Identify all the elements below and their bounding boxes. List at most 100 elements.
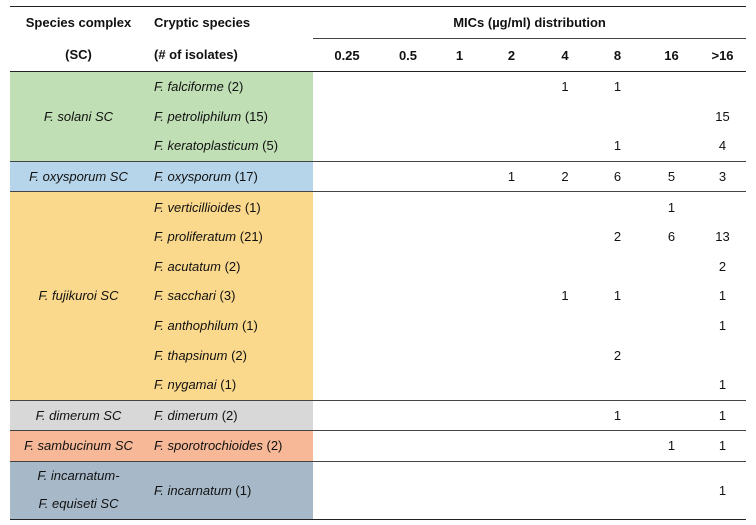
mic-value-cell — [313, 430, 381, 462]
cryptic-species-cell: F. anthophilum (1) — [147, 310, 313, 341]
mic-value-cell — [313, 311, 381, 341]
mic-value-cell — [381, 222, 435, 252]
mic-value-cell — [644, 252, 699, 282]
mic-value-cell — [381, 370, 435, 400]
mic-value-cell: 15 — [715, 108, 730, 124]
mic-value-cell — [644, 311, 699, 341]
mic-value-cell — [484, 102, 539, 132]
mic-value-cell — [591, 311, 644, 341]
mic-column-header: 16 — [664, 47, 679, 63]
cryptic-species-cell: F. nygamai (1) — [147, 369, 313, 401]
cryptic-species-cell: F. proliferatum (21) — [147, 221, 313, 252]
mic-value-cell: 2 — [613, 229, 622, 245]
species-name: F. dimerum — [154, 407, 219, 423]
mic-value-cell — [381, 311, 435, 341]
mic-value-cell: 6 — [591, 160, 644, 192]
mic-value-cell — [435, 70, 484, 102]
isolate-count: (21) — [239, 229, 263, 245]
mic-value-cell — [381, 70, 435, 102]
mic-value-cell — [313, 222, 381, 252]
isolate-count: (2) — [266, 438, 283, 454]
mic-value-cell — [539, 131, 591, 161]
mic-value-cell: 1 — [699, 399, 747, 431]
mic-value-cell — [435, 430, 484, 462]
mic-value-cell — [539, 222, 591, 252]
isolate-count: (1) — [220, 377, 237, 393]
mic-value-cell: 1 — [718, 288, 727, 304]
species-complex-line: F. incarnatum- — [37, 468, 120, 484]
mic-value-cell: 1 — [718, 377, 727, 393]
mic-value-cell — [539, 430, 591, 462]
species-name: F. verticillioides — [154, 199, 242, 215]
mic-table: Species complex Cryptic species MICs (µg… — [10, 6, 747, 520]
mic-value-cell — [313, 340, 381, 370]
mic-value-cell — [484, 222, 539, 252]
table-row: F. petroliphilum (15) 15 — [10, 101, 746, 132]
mic-value-cell: 1 — [644, 430, 699, 462]
mic-value-cell: 1 — [591, 399, 644, 431]
mic-value-cell — [699, 191, 747, 222]
table-row: F. dimerum SC F. dimerum (2) 1 1 — [10, 399, 747, 431]
species-name: F. keratoplasticum — [154, 138, 259, 154]
cryptic-species-cell: F. petroliphilum (15) — [147, 101, 313, 132]
table-row: F. acutatum (2) 2 — [10, 251, 746, 282]
species-complex-label: F. solani SC — [43, 108, 114, 124]
species-name: F. acutatum — [154, 258, 221, 274]
mic-value-cell — [313, 281, 381, 311]
mic-value-cell — [435, 102, 484, 132]
species-complex-cell: F. sambucinum SC — [10, 430, 147, 462]
mic-value-cell: 1 — [561, 288, 569, 304]
isolate-count: (1) — [244, 199, 261, 215]
mic-column-header: 0.5 — [398, 47, 418, 63]
mic-value-cell — [435, 370, 484, 400]
mic-value-cell — [539, 102, 591, 132]
header-species-complex: Species complex — [10, 6, 147, 39]
mic-value-cell — [313, 102, 381, 132]
species-complex-label: F. sambucinum SC — [24, 438, 133, 454]
mic-value-cell — [313, 460, 381, 520]
mic-value-cell — [644, 399, 699, 431]
mic-value-cell: 3 — [699, 160, 747, 192]
table-row: F. sacchari (3) 1 1 1 — [10, 281, 746, 311]
table-body: F. solani SC F. falciforme (2) 1 1 F. petrol… — [10, 70, 747, 520]
mic-value-cell: 4 — [718, 138, 727, 154]
species-complex-label: F. fujikuroi SC — [38, 288, 119, 304]
mic-value-cell — [644, 70, 699, 102]
cryptic-species-cell: F. verticillioides (1) — [147, 191, 313, 222]
mic-column-header: 2 — [507, 47, 516, 63]
mic-value-cell — [539, 191, 591, 222]
mic-value-cell: 13 — [715, 229, 730, 245]
table-row: F. oxysporum SC F. oxysporum (17) 1 2 6 5 3 — [10, 160, 747, 192]
cryptic-species-cell: F. sporotrochioides (2) — [147, 430, 313, 462]
mic-value-cell — [644, 370, 699, 400]
isolate-count: (17) — [234, 169, 258, 185]
table-row: F. nygamai (1) 1 — [10, 369, 746, 401]
header-cryptic-species: Cryptic species — [147, 6, 313, 39]
mic-column-header: 1 — [455, 47, 464, 63]
mic-value-cell: 5 — [644, 160, 699, 192]
mic-value-cell — [484, 252, 539, 282]
mic-value-cell — [591, 102, 644, 132]
table-row: F. proliferatum (21) 2 6 13 — [10, 221, 746, 252]
mic-value-cell — [484, 70, 539, 102]
mic-value-cell — [484, 340, 539, 370]
table-row: F. thapsinum (2) 2 — [10, 340, 746, 370]
species-name: F. petroliphilum — [154, 108, 242, 124]
species-complex-cell: F. solani SC — [10, 71, 147, 162]
mic-value-cell — [539, 460, 591, 520]
mic-value-cell: 1 — [613, 138, 622, 154]
isolate-count: (3) — [219, 288, 236, 304]
mic-value-cell — [591, 370, 644, 400]
mic-value-cell — [539, 399, 591, 431]
mic-value-cell: 1 — [484, 160, 539, 192]
species-name: F. anthophilum — [154, 318, 239, 334]
mic-column-header: 0.25 — [334, 47, 360, 63]
cryptic-species-cell: F. acutatum (2) — [147, 251, 313, 282]
mic-value-cell — [484, 460, 539, 520]
mic-value-cell — [435, 191, 484, 222]
mic-value-cell — [644, 460, 699, 520]
mic-value-cell — [313, 131, 381, 161]
mic-value-cell: 1 — [591, 70, 644, 102]
mic-value-cell: 2 — [613, 347, 622, 363]
